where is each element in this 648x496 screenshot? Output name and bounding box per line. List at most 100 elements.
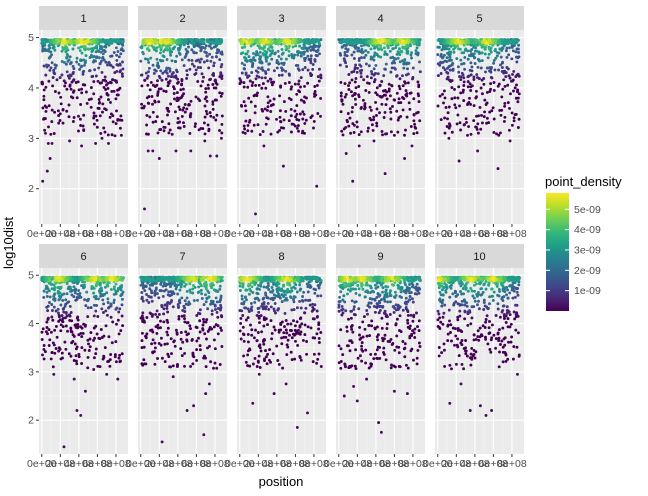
data-point (299, 39, 303, 43)
data-point (368, 105, 372, 109)
data-point (202, 317, 205, 321)
data-point (48, 68, 52, 72)
data-point (485, 121, 489, 125)
data-point (147, 66, 151, 70)
data-point (53, 351, 57, 355)
data-point-outlier (295, 126, 299, 130)
data-point (159, 48, 163, 52)
data-point (412, 132, 416, 136)
data-point (141, 320, 145, 323)
data-point (452, 50, 456, 54)
data-point (474, 89, 478, 93)
data-point (169, 102, 173, 106)
data-point (218, 284, 222, 288)
data-point (498, 131, 502, 135)
data-point (80, 87, 84, 91)
data-point (363, 106, 367, 110)
data-point (182, 125, 186, 128)
data-point (298, 299, 302, 303)
data-point (92, 338, 95, 342)
data-point (65, 70, 69, 74)
data-point (510, 57, 514, 61)
data-point (257, 66, 260, 70)
data-point (490, 76, 494, 80)
data-point (441, 55, 445, 59)
data-point (389, 117, 393, 121)
data-point (436, 53, 440, 57)
data-point (488, 110, 492, 114)
facet-strip-label: 3 (278, 13, 284, 25)
data-point (266, 47, 270, 51)
data-point (215, 55, 218, 59)
data-point (459, 128, 463, 132)
data-point (153, 346, 157, 350)
data-point (381, 133, 384, 137)
data-point (474, 96, 478, 100)
data-point (445, 44, 449, 48)
data-point (269, 110, 273, 113)
data-point-outlier (403, 157, 407, 160)
data-point (389, 130, 393, 134)
data-point (306, 54, 310, 58)
data-point (253, 111, 257, 115)
data-point (83, 348, 87, 352)
data-point (357, 59, 361, 62)
data-point (312, 48, 316, 52)
data-point (52, 305, 56, 309)
data-point (371, 128, 375, 132)
data-point (182, 276, 186, 280)
data-point (111, 320, 115, 324)
data-point (65, 109, 69, 113)
data-point (169, 53, 173, 57)
data-point (56, 307, 60, 311)
data-point (58, 318, 62, 322)
data-point (507, 128, 511, 132)
data-point (200, 292, 204, 296)
data-point (69, 326, 73, 330)
data-point (177, 105, 181, 109)
data-point (397, 84, 401, 88)
data-point (214, 323, 218, 327)
data-point (89, 53, 93, 57)
data-point (219, 71, 223, 75)
data-point (141, 276, 145, 280)
data-point (244, 73, 248, 76)
data-point (182, 121, 185, 125)
data-point (190, 62, 194, 66)
data-point (186, 321, 190, 325)
data-point (198, 308, 202, 312)
data-point (466, 133, 469, 137)
data-point (200, 277, 204, 281)
data-point (388, 107, 392, 111)
data-point (71, 90, 75, 94)
data-point (166, 282, 170, 286)
data-point (60, 351, 64, 355)
data-point (310, 73, 314, 77)
data-point (194, 71, 198, 75)
data-point (57, 121, 61, 125)
data-point (146, 58, 150, 62)
data-point (472, 104, 476, 108)
data-point (200, 72, 204, 76)
data-point (185, 76, 189, 80)
data-point (119, 359, 122, 363)
data-point (179, 285, 183, 289)
data-point (89, 105, 93, 109)
data-point (270, 51, 274, 55)
data-point (119, 288, 123, 292)
data-point (512, 89, 515, 93)
data-point (264, 86, 268, 90)
data-point (117, 55, 121, 59)
data-point (309, 48, 313, 52)
data-point (118, 126, 122, 130)
data-point (403, 81, 407, 85)
data-point (220, 77, 224, 80)
data-point (198, 99, 202, 103)
data-point (84, 90, 88, 94)
data-point (161, 71, 165, 75)
data-point (491, 106, 495, 110)
data-point (141, 299, 145, 303)
data-point (140, 362, 144, 366)
data-point (363, 102, 367, 106)
